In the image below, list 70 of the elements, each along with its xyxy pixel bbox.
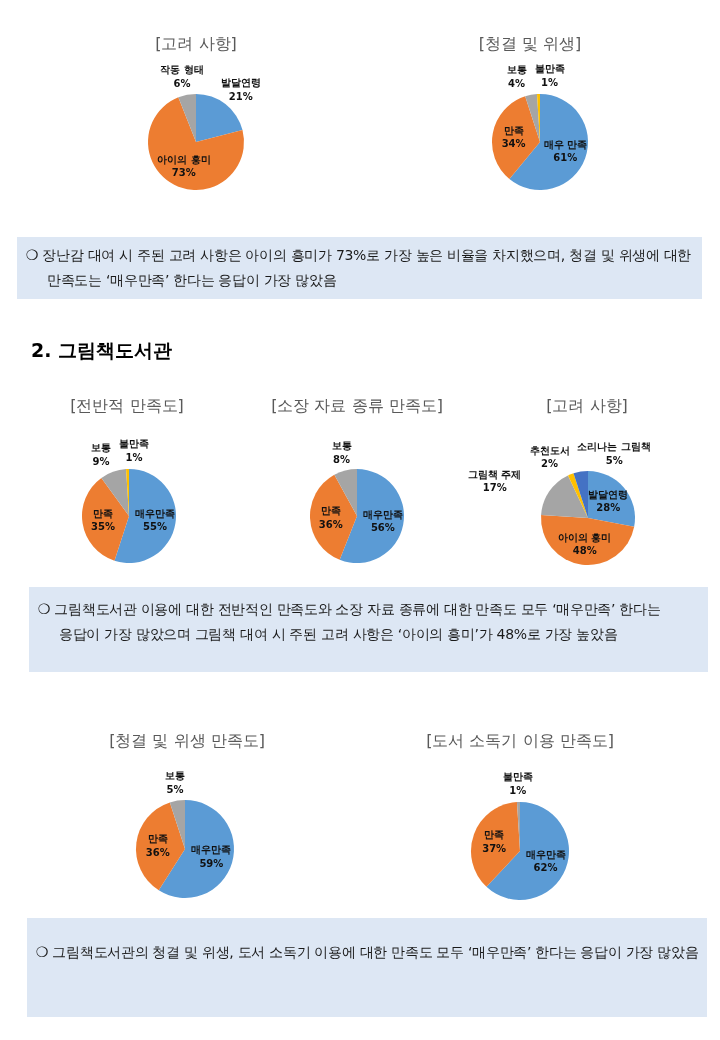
slice-label: 보통	[506, 64, 527, 76]
slice-label: 발달연령	[220, 77, 261, 89]
chart-title: [고려 사항]	[155, 33, 237, 53]
data-label: 5%	[166, 783, 184, 795]
data-label: 61%	[553, 152, 578, 164]
data-label: 36%	[145, 846, 170, 858]
data-label: 48%	[572, 545, 597, 557]
slice-label: 아이의 흥미	[557, 531, 612, 543]
pie-slice	[114, 469, 176, 563]
chart-title: [도서 소독기 이용 만족도]	[426, 730, 614, 750]
data-label: 35%	[91, 521, 115, 533]
pie-slice	[525, 94, 540, 142]
data-label: 59%	[199, 857, 224, 869]
pie-slice	[169, 800, 185, 849]
text: ❍ 장난감 대여 시 주된 고려 사항은 아이의 흥미가 73%로 가장 높은 비율을 차지했으며, 청결 및 위생에 대한 만족도는 ‘매우만족’ 한다는 응답이 가장 많았음	[25, 246, 693, 290]
data-label: 34%	[501, 138, 526, 150]
data-label: 9%	[92, 455, 110, 467]
slice-label: 만족	[93, 507, 113, 519]
chart-title: [청결 및 위생 만족도]	[109, 730, 265, 750]
data-label: 36%	[318, 518, 343, 530]
text: ❍ 그림책도서관 이용에 대한 전반적인 만족도와 소장 자료 종류에 대한 만족도 모두 ‘매우만족’ 한다는 응답이 가장 많았으며 그림책 대여 시 주된 고려 사항은 ‘아이의 흥미’가 48%로 가장 높았음	[37, 600, 662, 644]
slice-label: 보통	[331, 440, 352, 452]
slice-label: 매우만족	[362, 508, 403, 520]
slice-label: 만족	[320, 505, 341, 517]
slice-label: 추천도서	[529, 444, 570, 456]
data-label: 17%	[482, 482, 507, 494]
data-label: 6%	[173, 77, 191, 89]
pie-slice	[567, 473, 588, 518]
pie-slice	[178, 94, 196, 142]
data-label: 5%	[605, 454, 623, 466]
slice-label: 불만족	[118, 438, 149, 450]
data-label: 21%	[228, 90, 253, 102]
data-label: 1%	[125, 451, 143, 463]
pie-slice	[541, 475, 588, 518]
data-label: 2%	[541, 458, 558, 470]
data-label: 1%	[509, 784, 527, 796]
slice-label: 매우 만족	[543, 138, 588, 150]
slice-label: 매우만족	[525, 848, 566, 860]
slice-label: 만족	[503, 124, 524, 136]
slice-label: 발달연령	[588, 488, 629, 500]
slice-label: 소리나는 그림책	[577, 441, 651, 453]
data-label: 1%	[541, 76, 559, 88]
slice-label: 작동 형태	[160, 64, 204, 76]
slice-label: 만족	[484, 829, 505, 841]
data-label: 4%	[508, 77, 526, 89]
chart-title: [청결 및 위생]	[478, 33, 582, 53]
pie-slice	[573, 471, 588, 518]
slice-label: 매우만족	[191, 844, 232, 856]
slice-label: 불만족	[534, 63, 565, 75]
data-label: 56%	[370, 522, 395, 534]
slice-label: 보통	[90, 442, 111, 454]
slice-label: 보통	[164, 770, 185, 782]
text: ❍ 그림책도서관의 청결 및 위생, 도서 소독기 이용에 대한 만족도 모두 ‘매우만족’ 한다는 응답이 가장 많았음	[35, 943, 700, 962]
slice-label: 아이의 흥미	[157, 153, 211, 165]
chart-title: [고려 사항]	[546, 395, 628, 415]
data-label: 28%	[596, 502, 621, 514]
slice-label: 그림책 주제	[468, 468, 522, 480]
pie-slice	[471, 802, 520, 887]
slice-label: 매우만족	[135, 507, 175, 519]
chart-title: [전반적 만족도]	[70, 395, 184, 415]
data-label: 37%	[482, 842, 507, 854]
slice-label: 불만족	[502, 771, 533, 783]
pie-slice	[136, 802, 185, 891]
data-label: 8%	[333, 453, 351, 465]
data-label: 73%	[171, 167, 196, 179]
text: 2. 그림책도서관	[31, 338, 174, 363]
chart-title: [소장 자료 종류 만족도]	[271, 395, 443, 415]
data-label: 62%	[533, 862, 558, 874]
slice-label: 만족	[147, 833, 168, 845]
data-label: 55%	[143, 521, 167, 533]
